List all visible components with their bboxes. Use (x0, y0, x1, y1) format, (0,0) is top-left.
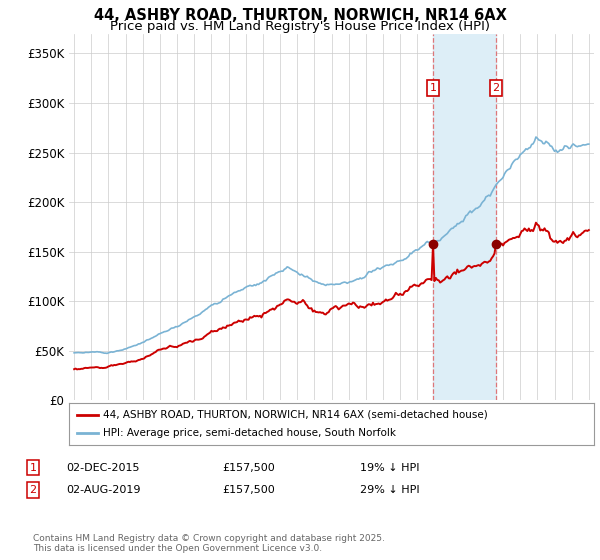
Bar (433, 34, 496, 400)
Text: Contains HM Land Registry data © Crown copyright and database right 2025.
This d: Contains HM Land Registry data © Crown c… (33, 534, 385, 553)
Text: 19% ↓ HPI: 19% ↓ HPI (360, 463, 419, 473)
Text: Price paid vs. HM Land Registry's House Price Index (HPI): Price paid vs. HM Land Registry's House … (110, 20, 490, 32)
Text: 1: 1 (430, 83, 437, 93)
Text: 44, ASHBY ROAD, THURTON, NORWICH, NR14 6AX (semi-detached house): 44, ASHBY ROAD, THURTON, NORWICH, NR14 6… (103, 410, 488, 420)
Text: 2: 2 (29, 485, 37, 495)
Text: 02-AUG-2019: 02-AUG-2019 (66, 485, 140, 495)
Text: HPI: Average price, semi-detached house, South Norfolk: HPI: Average price, semi-detached house,… (103, 428, 396, 438)
Text: 2: 2 (493, 83, 499, 93)
Text: 1: 1 (29, 463, 37, 473)
Text: 29% ↓ HPI: 29% ↓ HPI (360, 485, 419, 495)
Text: £157,500: £157,500 (222, 463, 275, 473)
Text: £157,500: £157,500 (222, 485, 275, 495)
Text: 02-DEC-2015: 02-DEC-2015 (66, 463, 139, 473)
Text: 44, ASHBY ROAD, THURTON, NORWICH, NR14 6AX: 44, ASHBY ROAD, THURTON, NORWICH, NR14 6… (94, 8, 506, 24)
